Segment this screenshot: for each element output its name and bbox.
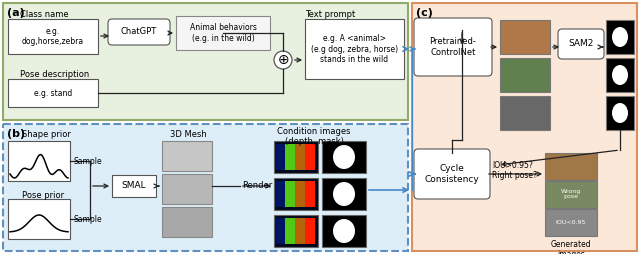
- Text: IOU>0.95?
Right pose?: IOU>0.95? Right pose?: [492, 161, 537, 180]
- Bar: [322, 215, 366, 247]
- Text: Text prompt: Text prompt: [305, 10, 355, 19]
- Text: (b): (b): [7, 129, 25, 139]
- Bar: [275, 218, 285, 244]
- Text: (c): (c): [416, 8, 433, 18]
- Bar: [500, 96, 550, 130]
- FancyBboxPatch shape: [108, 19, 170, 45]
- FancyBboxPatch shape: [3, 124, 408, 251]
- Bar: [8, 19, 98, 54]
- Bar: [305, 144, 315, 170]
- Bar: [8, 141, 70, 181]
- Bar: [274, 215, 318, 247]
- Bar: [162, 141, 212, 171]
- Text: Pose prior: Pose prior: [22, 191, 64, 200]
- Ellipse shape: [612, 65, 628, 85]
- FancyBboxPatch shape: [3, 3, 408, 120]
- Bar: [545, 153, 597, 180]
- Text: Pretrained-
ControlNet: Pretrained- ControlNet: [429, 37, 476, 57]
- Text: e.g.
dog,horse,zebra: e.g. dog,horse,zebra: [22, 27, 84, 46]
- Bar: [285, 144, 295, 170]
- FancyBboxPatch shape: [414, 18, 492, 76]
- Text: e.g. A <animal>
(e.g dog, zebra, horse)
stands in the wild: e.g. A <animal> (e.g dog, zebra, horse) …: [311, 34, 398, 64]
- Bar: [305, 218, 315, 244]
- Bar: [8, 79, 98, 107]
- Text: SMAL: SMAL: [122, 182, 147, 190]
- Bar: [606, 20, 634, 54]
- Text: Shape prior: Shape prior: [22, 130, 71, 139]
- Bar: [606, 96, 634, 130]
- Bar: [500, 58, 550, 92]
- Text: 3D Mesh: 3D Mesh: [170, 130, 206, 139]
- Bar: [162, 207, 212, 237]
- Ellipse shape: [612, 103, 628, 123]
- Bar: [112, 175, 156, 197]
- Bar: [285, 218, 295, 244]
- Ellipse shape: [612, 27, 628, 47]
- Bar: [275, 181, 285, 207]
- Bar: [322, 141, 366, 173]
- Text: Condition images
(depth, mask): Condition images (depth, mask): [277, 127, 351, 146]
- Text: IOU<0.95: IOU<0.95: [556, 219, 586, 225]
- FancyBboxPatch shape: [414, 149, 490, 199]
- Bar: [305, 19, 404, 79]
- Bar: [545, 209, 597, 236]
- Bar: [295, 181, 305, 207]
- Bar: [162, 174, 212, 204]
- Ellipse shape: [333, 219, 355, 243]
- Bar: [275, 144, 285, 170]
- Text: $\oplus$: $\oplus$: [277, 53, 289, 67]
- Text: (a): (a): [7, 8, 25, 18]
- Bar: [285, 181, 295, 207]
- Ellipse shape: [333, 145, 355, 169]
- Text: Cycle
Consistency: Cycle Consistency: [424, 164, 479, 184]
- Bar: [274, 141, 318, 173]
- Text: SAM2: SAM2: [568, 40, 594, 49]
- Bar: [176, 16, 270, 50]
- Text: e.g. stand: e.g. stand: [34, 88, 72, 98]
- Text: Wrong
pose: Wrong pose: [561, 189, 581, 199]
- Text: Sample: Sample: [73, 214, 102, 224]
- Text: Render: Render: [242, 182, 272, 190]
- Text: Pose description: Pose description: [20, 70, 89, 79]
- Circle shape: [274, 51, 292, 69]
- Text: Sample: Sample: [73, 156, 102, 166]
- Bar: [8, 199, 70, 239]
- Bar: [500, 20, 550, 54]
- Bar: [606, 58, 634, 92]
- Bar: [322, 178, 366, 210]
- Bar: [274, 178, 318, 210]
- Bar: [295, 144, 305, 170]
- Ellipse shape: [333, 182, 355, 206]
- FancyBboxPatch shape: [558, 29, 604, 59]
- Bar: [545, 181, 597, 208]
- Text: Animal behaviors
(e.g. in the wild): Animal behaviors (e.g. in the wild): [189, 23, 257, 43]
- Text: Generated
images: Generated images: [550, 240, 591, 254]
- Bar: [295, 218, 305, 244]
- Bar: [305, 181, 315, 207]
- FancyBboxPatch shape: [412, 3, 637, 251]
- Text: Class name: Class name: [20, 10, 68, 19]
- Text: ChatGPT: ChatGPT: [121, 27, 157, 37]
